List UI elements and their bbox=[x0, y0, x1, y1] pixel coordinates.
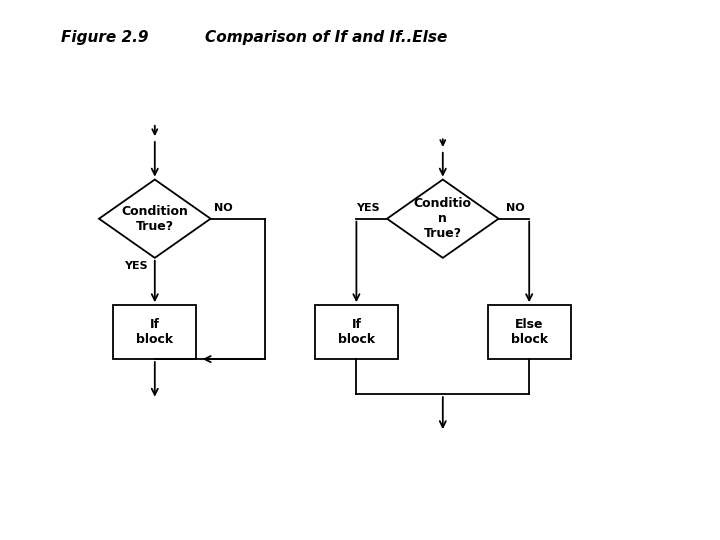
Text: If
block: If block bbox=[136, 318, 174, 346]
Bar bbox=[114, 305, 196, 359]
Text: Conditio
n
True?: Conditio n True? bbox=[414, 197, 472, 240]
Bar bbox=[315, 305, 397, 359]
Text: YES: YES bbox=[356, 203, 380, 213]
Text: Condition
True?: Condition True? bbox=[122, 205, 188, 233]
Text: Comparison of If and If..Else: Comparison of If and If..Else bbox=[205, 30, 448, 45]
Bar bbox=[488, 305, 571, 359]
Text: NO: NO bbox=[215, 203, 233, 213]
Text: Else
block: Else block bbox=[510, 318, 548, 346]
Text: NO: NO bbox=[505, 203, 524, 213]
Text: If
block: If block bbox=[338, 318, 375, 346]
Text: Figure 2.9: Figure 2.9 bbox=[61, 30, 149, 45]
Text: YES: YES bbox=[124, 261, 148, 271]
